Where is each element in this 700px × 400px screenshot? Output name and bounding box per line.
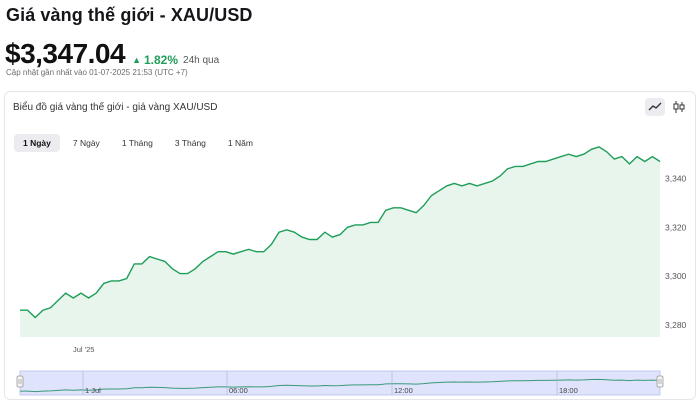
navigator-line [20,378,661,393]
tab-1-year[interactable]: 1 Năm [227,138,253,148]
y-tick-label: 3,300 [665,271,687,281]
navigator-right-handle[interactable] [656,375,664,388]
line-chart-icon [648,102,662,111]
chart-type-switcher [645,98,689,116]
y-tick-label: 3,280 [665,320,687,330]
change-percent: 1.82% [144,53,179,67]
current-price: $3,347.04 [5,38,126,69]
navigator-left-handle[interactable] [16,375,24,388]
last-updated: Cập nhật gần nhất vào 01-07-2025 21:53 (… [6,68,188,77]
y-tick-label: 3,340 [665,174,687,184]
chart-card: Biểu đồ giá vàng thế giới - giá vàng XAU… [4,91,696,400]
price-chart[interactable]: 3,340 3,320 3,300 3,280 Jul '25 1 Jul 06:00 12… [5,92,695,399]
price-change: ▲ 1.82% [132,53,178,67]
change-period: 24h qua [183,55,220,66]
navigator-label: 12:00 [394,386,413,395]
navigator-label: 06:00 [229,386,248,395]
page-title: Giá vàng thế giới - XAU/USD [6,5,253,25]
tab-3-months[interactable]: 3 Tháng [174,138,206,148]
price-area [20,146,660,337]
chart-title: Biểu đồ giá vàng thế giới - giá vàng XAU… [13,102,218,113]
price-line [20,146,661,319]
tab-7-days[interactable]: 7 Ngày [72,138,100,148]
candlestick-button[interactable] [669,98,689,116]
navigator-label: 18:00 [559,386,578,395]
tab-1-month[interactable]: 1 Tháng [121,138,153,148]
navigator-window[interactable] [19,370,661,396]
candlestick-icon [673,101,685,113]
line-chart-button[interactable] [645,98,665,116]
price-row: $3,347.04 ▲ 1.82% 24h qua [5,38,219,70]
navigator-label: 1 Jul [85,386,101,395]
x-axis-label: Jul '25 [73,345,94,354]
y-tick-label: 3,320 [665,222,687,232]
up-arrow-icon: ▲ [132,55,141,65]
range-tabs: 1 Ngày 7 Ngày 1 Tháng 3 Tháng 1 Năm [14,134,262,152]
tab-1-day[interactable]: 1 Ngày [14,134,60,152]
